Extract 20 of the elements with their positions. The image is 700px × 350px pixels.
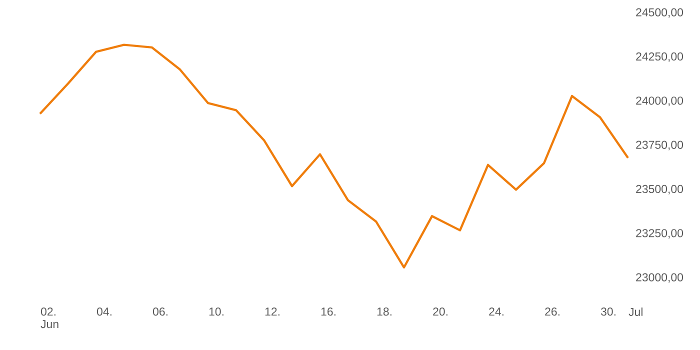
- x-tick-label: 16.: [321, 308, 336, 316]
- x-tick-label: Jul: [628, 308, 642, 316]
- x-tick-label: 18.: [377, 308, 392, 316]
- line-series: [38, 44, 630, 268]
- y-tick-label: 24000,00: [636, 96, 684, 106]
- y-tick-label: 24250,00: [636, 52, 684, 62]
- x-tick-label: 02. Jun: [40, 308, 58, 328]
- y-tick-label: 23750,00: [636, 140, 684, 150]
- x-tick-label: 06.: [152, 308, 168, 316]
- y-tick-label: 24500,00: [636, 8, 684, 18]
- x-tick-label: 30.: [600, 308, 616, 316]
- x-tick-label: 24.: [489, 308, 504, 316]
- x-tick-label: 04.: [96, 308, 112, 316]
- y-tick-label: 23500,00: [636, 184, 684, 194]
- x-tick-label: 20.: [433, 308, 448, 316]
- x-tick-label: 10.: [209, 308, 224, 316]
- x-tick-label: 26.: [545, 308, 560, 316]
- y-tick-label: 23250,00: [636, 229, 684, 239]
- y-tick-label: 23000,00: [636, 273, 684, 283]
- x-tick-label: 12.: [265, 308, 280, 316]
